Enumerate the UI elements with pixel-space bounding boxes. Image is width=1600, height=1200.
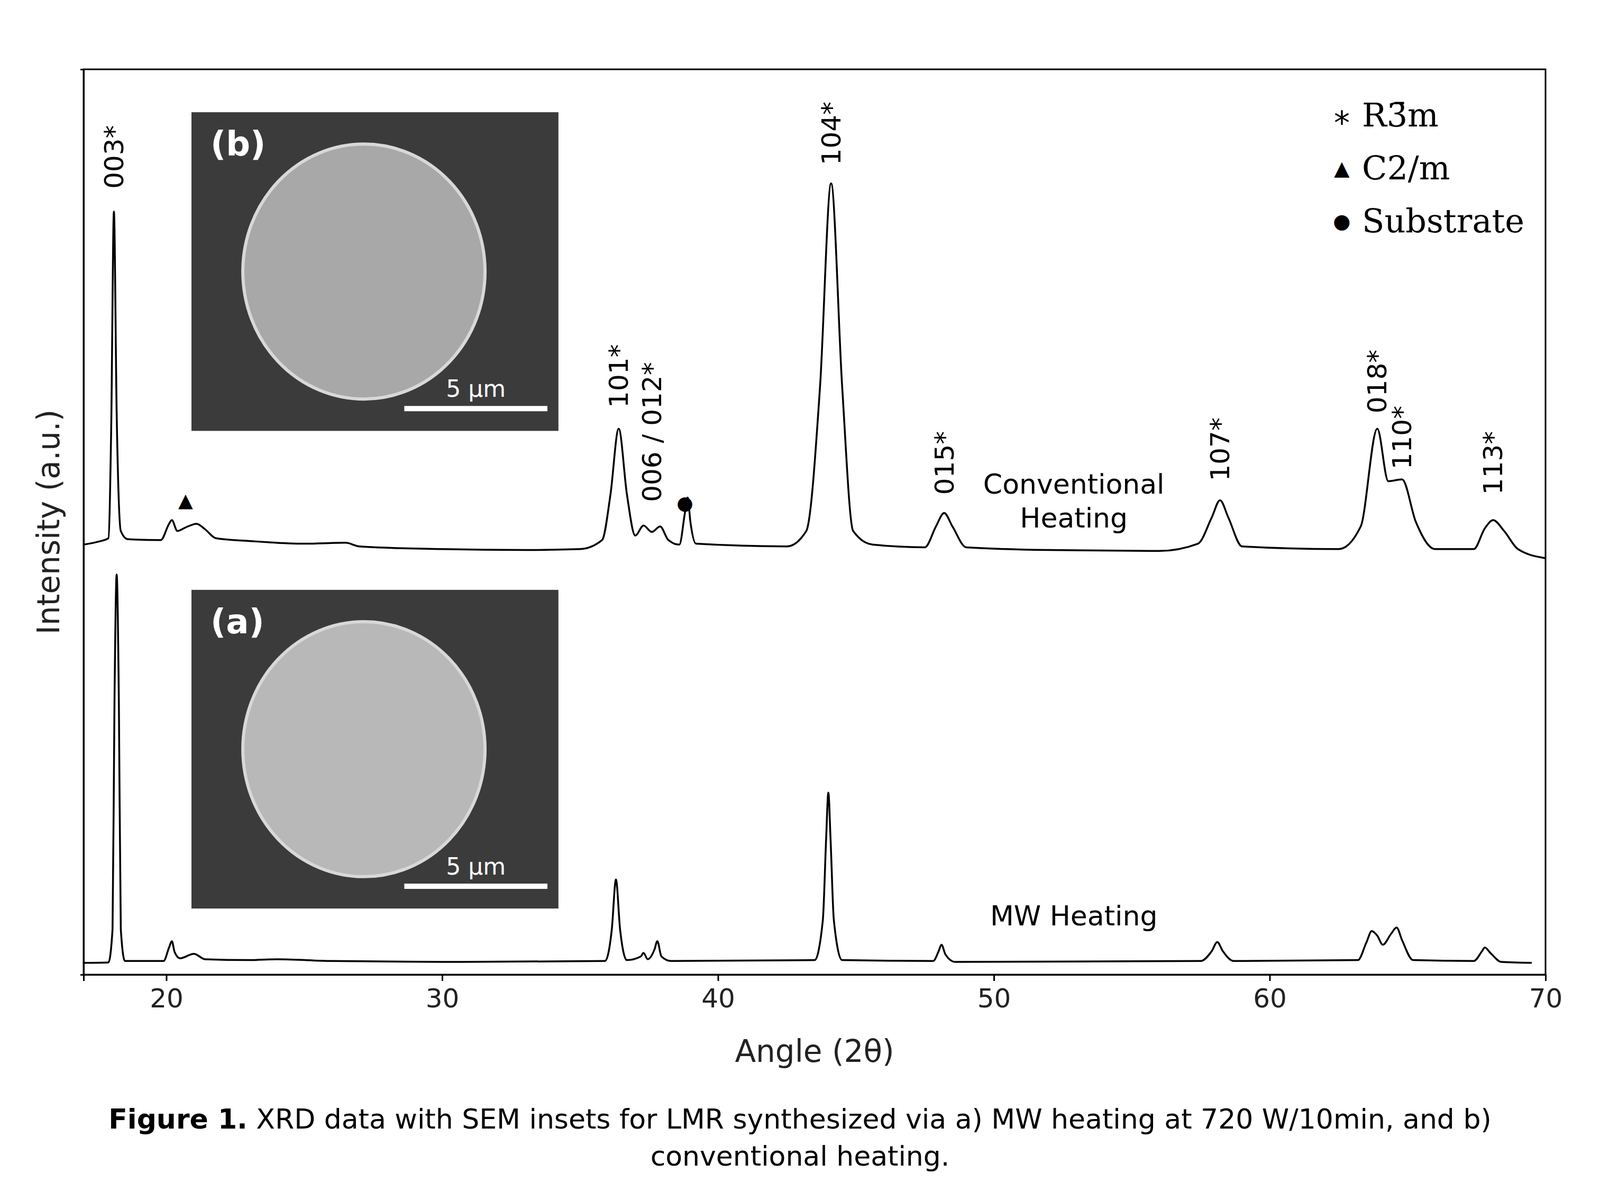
- x-tick: 50: [977, 974, 1012, 1014]
- legend-entry: ▲ C2/m: [1333, 148, 1450, 188]
- phase-marker: ▲: [178, 489, 194, 511]
- peak-label: 003*: [98, 124, 130, 189]
- peak-label: 113*: [1477, 431, 1509, 495]
- sem-image: [191, 589, 559, 909]
- scale-bar-label: 5 µm: [445, 375, 506, 402]
- particle: [242, 143, 486, 399]
- legend-label: Substrate: [1361, 201, 1525, 241]
- xrd-trace: [83, 574, 1532, 963]
- peak-label: 101*: [603, 343, 635, 408]
- x-tick-mark: [993, 974, 995, 981]
- x-tick-mark: [1268, 974, 1271, 981]
- inset-label: (a): [210, 601, 265, 642]
- caption-label: Figure 1.: [108, 1102, 248, 1135]
- legend-entry: * R3̄m: [1333, 95, 1439, 142]
- caption: Figure 1. XRD data with SEM insets for L…: [79, 1100, 1521, 1175]
- x-tick-mark: [717, 974, 719, 981]
- peak-label: 104*: [816, 101, 847, 166]
- chart: 20 30 40 50 60 70 Angle (2θ) Intensity (a.u.) (b…: [0, 0, 1600, 1090]
- scale-bar-label: 5 µm: [445, 852, 506, 880]
- x-axis-title: Angle (2θ): [734, 1032, 894, 1069]
- x-tick: 70: [1529, 974, 1563, 1014]
- caption-text: XRD data with SEM insets for LMR synthes…: [247, 1102, 1501, 1172]
- peak-label: 015*: [929, 431, 960, 495]
- legend-entry: ● Substrate: [1332, 201, 1525, 241]
- scale-bar: [404, 883, 548, 889]
- peak-label: 110*: [1386, 405, 1418, 470]
- particle: [242, 621, 486, 877]
- y-axis: [80, 69, 85, 975]
- inset-label: (b): [210, 124, 266, 164]
- scale-bar: [404, 405, 548, 411]
- x-tick-mark: [441, 974, 444, 981]
- legend-symbol: *: [1333, 104, 1350, 142]
- x-tick-label: 60: [1253, 982, 1287, 1014]
- trace-label: ConventionalHeating: [983, 468, 1165, 534]
- x-tick-label: 20: [149, 982, 184, 1014]
- y-axis-title: Intensity (a.u.): [30, 409, 67, 635]
- sem-image: [191, 112, 559, 431]
- x-tick-mark: [165, 974, 168, 981]
- sem-inset: (a) 5 µm: [191, 589, 559, 909]
- legend-label: C2/m: [1361, 148, 1451, 188]
- trace-label: MW Heating: [990, 899, 1158, 932]
- x-axis: 20 30 40 50 60 70: [84, 974, 1563, 1014]
- legend: * R3̄m ▲ C2/m ● Substrate: [1332, 95, 1525, 241]
- peak-label: 018*: [1361, 349, 1393, 414]
- peak-label: 107*: [1204, 417, 1236, 481]
- x-tick-label: 50: [977, 982, 1012, 1014]
- legend-symbol: ●: [1332, 209, 1351, 233]
- x-tick-label: 70: [1529, 982, 1563, 1014]
- x-tick: 20: [149, 974, 184, 1014]
- x-tick: 60: [1253, 974, 1287, 1014]
- phase-marker: ●: [676, 491, 693, 514]
- x-tick: 30: [425, 974, 460, 1014]
- peak-label: 006 / 012*: [636, 361, 668, 502]
- legend-symbol: ▲: [1333, 156, 1350, 180]
- plot-frame: [83, 69, 1546, 975]
- sem-inset: (b) 5 µm: [191, 112, 559, 431]
- legend-label: R3̄m: [1361, 95, 1439, 135]
- y-axis-line: [80, 69, 85, 975]
- x-tick-mark: [1544, 974, 1547, 981]
- x-tick-label: 30: [425, 982, 460, 1014]
- x-tick-label: 40: [701, 982, 736, 1014]
- x-tick: 40: [701, 974, 736, 1014]
- x-axis-line: [84, 974, 1547, 982]
